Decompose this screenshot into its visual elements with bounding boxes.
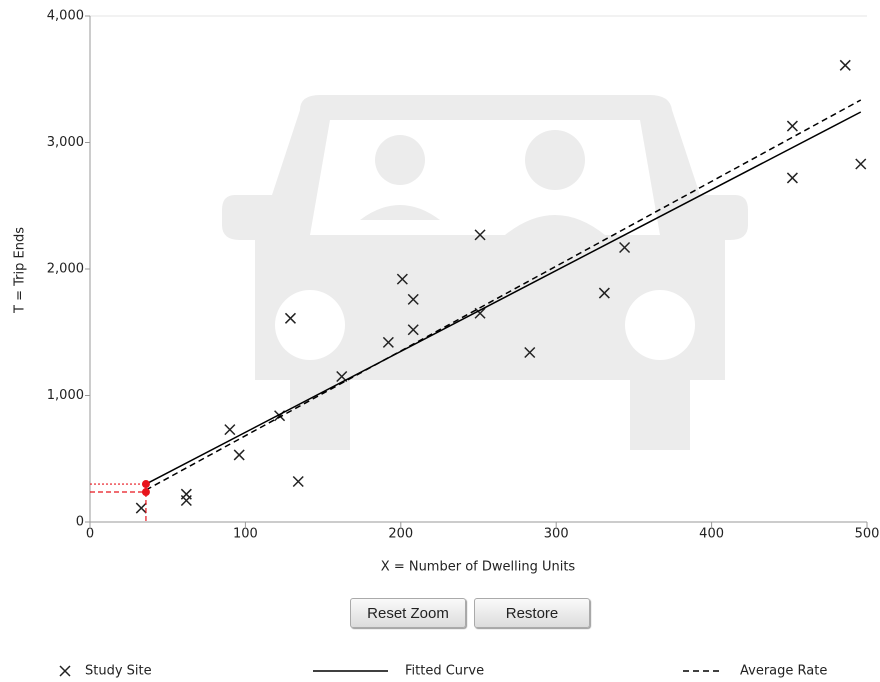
x-tick-label: 500 <box>855 527 880 542</box>
watermark <box>222 95 748 450</box>
x-tick-label: 300 <box>544 527 569 542</box>
study-site-point <box>293 477 303 487</box>
x-tick-label: 0 <box>86 527 94 542</box>
legend-label: Fitted Curve <box>405 664 484 679</box>
legend-label: Study Site <box>85 664 152 679</box>
x-tick-label: 200 <box>388 527 413 542</box>
study-site-point <box>181 495 191 505</box>
reset-zoom-button[interactable]: Reset Zoom <box>350 598 466 628</box>
page: {"chart_data": {"type": "scatter", "x_la… <box>0 0 880 682</box>
legend-marker <box>60 666 70 676</box>
study-site-point <box>856 159 866 169</box>
y-tick-label: 1,000 <box>47 388 84 403</box>
y-axis-title: T = Trip Ends <box>13 227 28 314</box>
x-axis-title: X = Number of Dwelling Units <box>381 560 576 575</box>
highlight-point <box>142 488 150 496</box>
study-site-point <box>787 173 797 183</box>
study-site-point <box>787 121 797 131</box>
study-site-point <box>840 60 850 70</box>
y-tick-label: 0 <box>76 515 84 530</box>
legend-label: Average Rate <box>740 664 827 679</box>
chart: X = Number of Dwelling Units T = Trip En… <box>0 0 880 682</box>
y-tick-label: 3,000 <box>47 135 84 150</box>
highlight-point <box>142 480 150 488</box>
x-tick-label: 100 <box>233 527 258 542</box>
restore-button[interactable]: Restore <box>474 598 590 628</box>
x-tick-label: 400 <box>699 527 724 542</box>
y-tick-label: 2,000 <box>47 262 84 277</box>
study-site-point <box>234 450 244 460</box>
y-tick-label: 4,000 <box>47 9 84 24</box>
study-site-point <box>225 425 235 435</box>
study-site-point <box>136 503 146 513</box>
